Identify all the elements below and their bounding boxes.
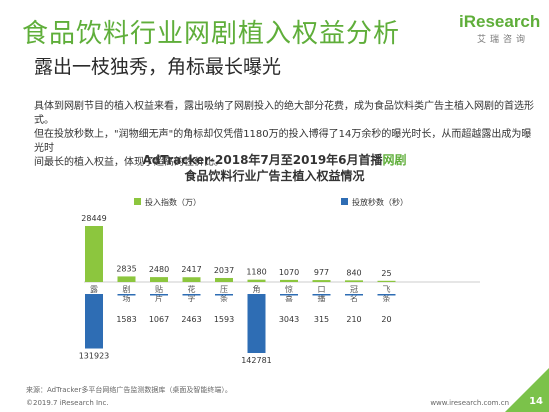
data-label-seconds-1: 1583 (116, 315, 136, 324)
chart-title-line1: AdTracker-2018年7月至2019年6月首播网剧 (0, 151, 549, 168)
bar-input-6 (280, 279, 298, 282)
data-label-seconds-9: 20 (381, 315, 391, 324)
category-label-8-1: 名 (350, 293, 358, 303)
category-label-9-0: 飞 (383, 285, 391, 294)
legend-label-input: 投入指数（万） (145, 197, 201, 207)
bar-seconds-3 (182, 294, 201, 296)
bar-seconds-0 (85, 294, 103, 349)
source-note: 来源：AdTracker多平台网络广告监测数据库（桌面及智能终端）。 (26, 386, 232, 394)
category-label-9-1: 条 (383, 293, 391, 303)
legend-swatch-seconds (341, 198, 348, 205)
data-label-input-9: 25 (381, 269, 391, 278)
page-corner-decoration (505, 368, 549, 412)
chart-title-line2: 食品饮料行业广告主植入权益情况 (184, 169, 365, 183)
data-label-input-4: 2037 (214, 266, 234, 275)
chart-title-prefix: AdTracker-2018年7月至2019年6月首播 (142, 153, 383, 167)
category-label-5-0: 角 (253, 284, 261, 294)
chart-title-highlight: 网剧 (382, 153, 407, 167)
bar-input-1 (117, 276, 136, 282)
logo-subtext: 艾瑞咨询 (477, 35, 530, 45)
bar-seconds-1 (117, 294, 136, 296)
data-label-seconds-4: 1593 (214, 315, 234, 324)
copyright: ©2019.7 iResearch Inc. (26, 399, 109, 407)
website: www.iresearch.com.cn (430, 399, 509, 407)
category-label-6-1: 喜 (285, 293, 293, 303)
category-label-7-0: 口 (318, 285, 326, 294)
category-label-8-0: 冠 (350, 285, 358, 294)
category-label-4-1: 条 (220, 293, 228, 303)
data-label-input-7: 977 (314, 268, 329, 277)
bar-seconds-9 (377, 294, 396, 296)
bar-seconds-2 (150, 294, 168, 296)
data-label-seconds-8: 210 (346, 315, 361, 324)
legend-label-seconds: 投放秒数（秒） (352, 197, 408, 207)
page-title: 食品饮料行业网剧植入权益分析 (22, 19, 401, 49)
data-label-input-8: 840 (346, 268, 361, 277)
page-number: 14 (529, 396, 543, 407)
data-label-input-5: 1180 (246, 268, 266, 277)
data-label-seconds-0: 131923 (79, 352, 110, 361)
data-label-input-2: 2480 (149, 265, 169, 274)
category-label-2-0: 贴 (155, 284, 163, 294)
page-subtitle: 露出一枝独秀，角标最长曝光 (34, 56, 282, 78)
bar-input-7 (312, 280, 331, 282)
paragraph-line: 间最长的植入权益，体现了超高的性价比。 (34, 157, 224, 168)
bar-input-8 (345, 280, 363, 282)
bar-input-2 (150, 277, 168, 282)
iresearch-logo: iResearch 艾瑞咨询 (459, 12, 541, 48)
category-label-1-1: 场 (123, 294, 131, 303)
category-label-6-0: 惊 (285, 284, 293, 294)
category-label-3-1: 字 (188, 293, 196, 303)
bar-input-5 (247, 279, 266, 282)
category-label-1-0: 剧 (123, 285, 131, 294)
paragraph-line: 但在投放秒数上，"润物细无声"的角标却仅凭借1180万的投入博得了14万余秒的曝… (34, 129, 532, 154)
category-label-7-1: 播 (318, 293, 326, 303)
data-label-seconds-6: 3043 (279, 315, 299, 324)
logo-wordmark: iResearch (459, 12, 541, 31)
bar-seconds-5 (247, 294, 266, 353)
data-label-seconds-5: 142781 (241, 356, 272, 365)
bar-seconds-4 (215, 294, 233, 296)
data-label-input-0: 28449 (81, 214, 106, 223)
bar-input-0 (85, 226, 103, 282)
category-label-3-0: 花 (188, 284, 196, 294)
bar-seconds-6 (280, 294, 298, 296)
intro-paragraph: 具体到网剧节目的植入权益来看，露出吸纳了网剧投入的绝大部分花费，成为食品饮料类广… (34, 100, 534, 170)
bar-seconds-7 (312, 294, 331, 296)
paragraph-line: 具体到网剧节目的植入权益来看，露出吸纳了网剧投入的绝大部分花费，成为食品饮料类广… (34, 101, 534, 126)
category-label-4-0: 压 (220, 285, 228, 294)
bar-seconds-8 (345, 294, 363, 296)
category-label-2-1: 片 (155, 293, 163, 303)
data-label-input-6: 1070 (279, 268, 299, 277)
bar-input-9 (377, 280, 396, 282)
data-label-input-1: 2835 (116, 264, 136, 273)
bar-input-3 (182, 277, 201, 282)
data-label-seconds-7: 315 (314, 315, 329, 324)
category-label-0-0: 露 (90, 285, 98, 294)
bar-input-4 (215, 277, 233, 282)
data-label-seconds-2: 1067 (149, 315, 169, 324)
data-label-seconds-3: 2463 (181, 315, 201, 324)
legend-swatch-input (134, 198, 141, 205)
data-label-input-3: 2417 (181, 265, 201, 274)
